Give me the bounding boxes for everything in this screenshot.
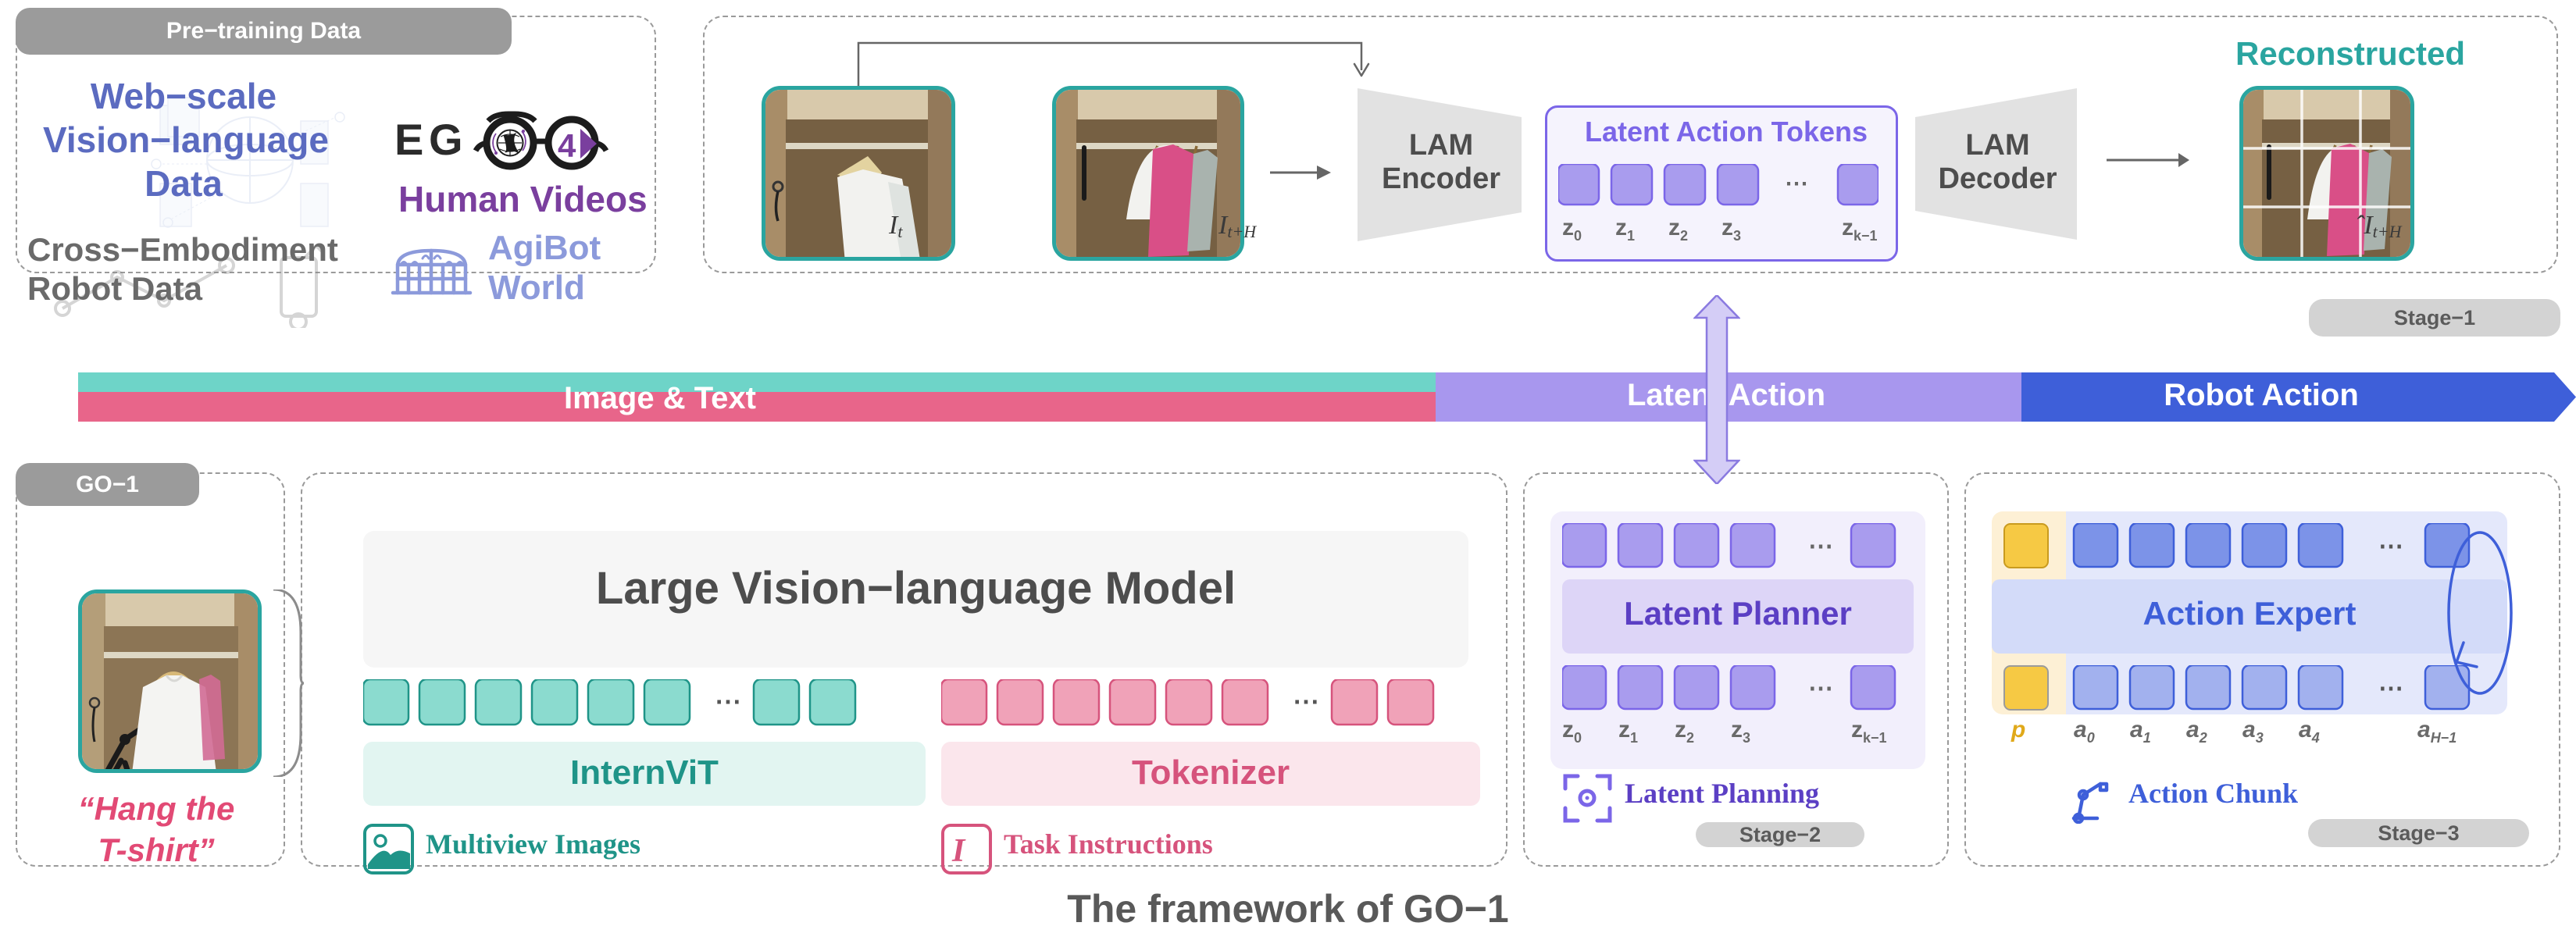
svg-text:G: G — [429, 115, 463, 164]
svg-text:E: E — [394, 115, 423, 164]
svg-text:Image & Text: Image & Text — [564, 381, 756, 415]
svg-text:Robot Action: Robot Action — [2164, 378, 2359, 412]
svg-text:⋯: ⋯ — [1808, 532, 1833, 560]
svg-text:4: 4 — [558, 127, 576, 164]
svg-text:⋯: ⋯ — [1293, 687, 1319, 717]
svg-text:⋯: ⋯ — [1785, 171, 1808, 197]
svg-text:⋯: ⋯ — [2378, 674, 2403, 702]
svg-text:⋯: ⋯ — [1808, 674, 1833, 702]
svg-text:⋯: ⋯ — [715, 687, 741, 717]
svg-text:I: I — [951, 833, 966, 869]
svg-text:⋯: ⋯ — [2378, 532, 2403, 560]
